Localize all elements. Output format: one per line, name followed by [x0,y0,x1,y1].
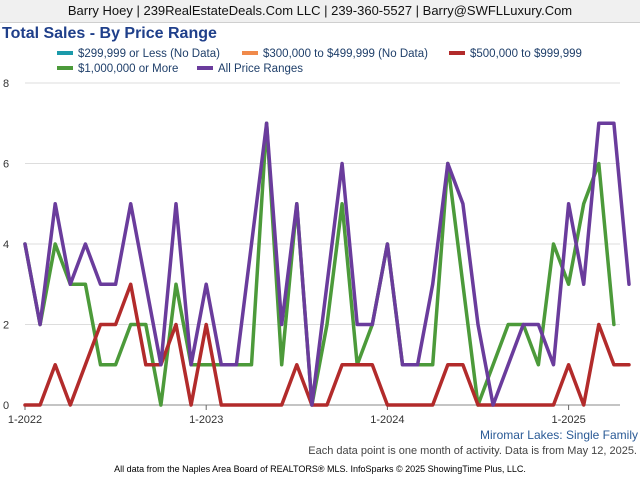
legend-label: $299,999 or Less (No Data) [78,48,220,60]
y-tick-label: 4 [3,239,9,251]
y-tick-label: 2 [3,320,9,332]
legend-label: $500,000 to $999,999 [470,48,582,60]
legend-label: $1,000,000 or More [78,63,178,75]
series-line [23,282,631,407]
header-text: Barry Hoey | 239RealEstateDeals.Com LLC … [67,3,573,18]
x-tick-label: 1-2022 [8,414,42,426]
series-line [23,121,631,407]
y-tick-label: 0 [3,400,9,412]
x-tick-label: 1-2025 [551,414,585,426]
x-tick-label: 1-2023 [189,414,223,426]
series-line [23,121,616,407]
legend-label: $300,000 to $499,999 (No Data) [263,48,428,60]
chart-subtitle: Miromar Lakes: Single Family [479,428,638,442]
y-tick-label: 8 [3,78,9,90]
x-tick-label: 1-2024 [370,414,404,426]
data-note: Each data point is one month of activity… [308,445,637,457]
header-bar: Barry Hoey | 239RealEstateDeals.Com LLC … [0,0,640,23]
footer: All data from the Naples Area Board of R… [114,464,526,474]
chart-title: Total Sales - By Price Range [2,25,217,42]
legend-label: All Price Ranges [218,63,303,75]
y-tick-label: 6 [3,159,9,171]
